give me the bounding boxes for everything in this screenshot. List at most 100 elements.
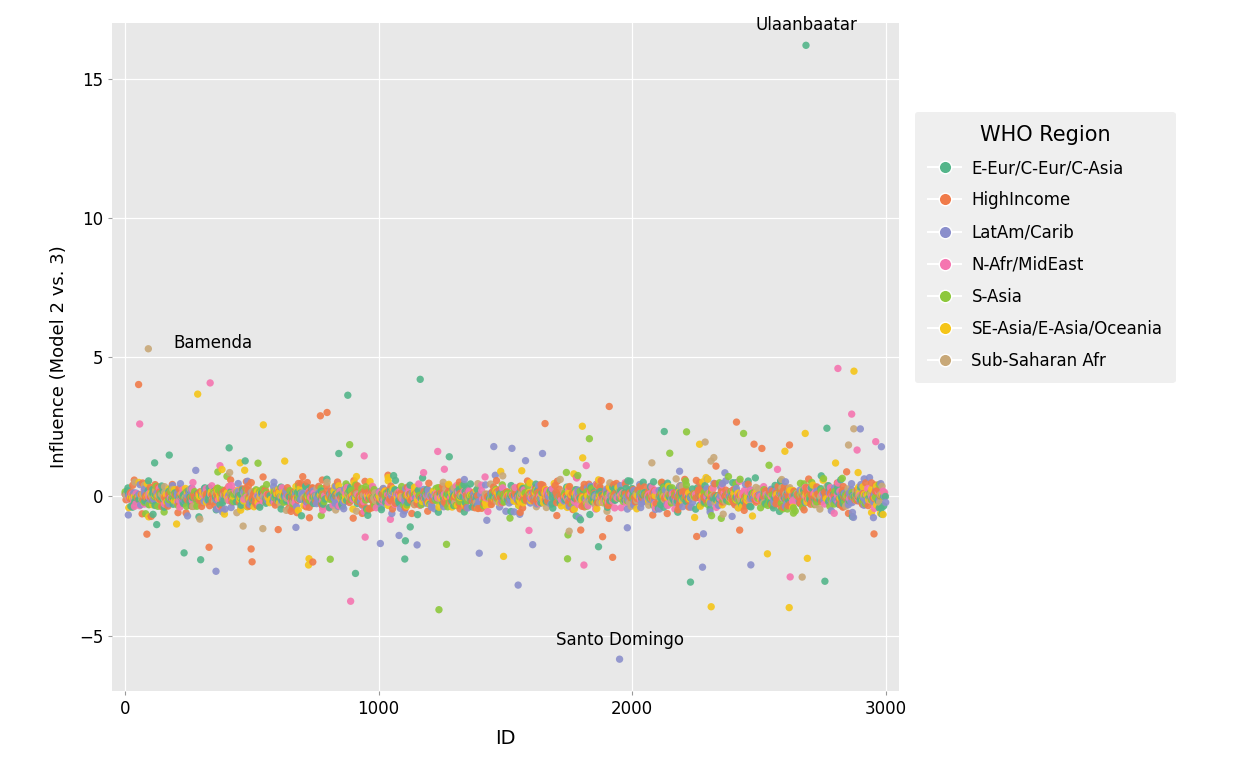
- Point: [479, 492, 499, 505]
- Point: [795, 427, 815, 439]
- Point: [321, 485, 341, 497]
- Point: [691, 491, 711, 503]
- Point: [679, 491, 699, 503]
- Point: [509, 490, 529, 502]
- Point: [510, 485, 530, 498]
- Point: [142, 488, 162, 500]
- Point: [484, 481, 504, 493]
- Point: [629, 488, 649, 501]
- Point: [595, 492, 615, 504]
- Point: [669, 483, 689, 495]
- Point: [807, 488, 827, 501]
- Point: [540, 485, 560, 497]
- Point: [619, 496, 639, 508]
- Point: [352, 488, 372, 501]
- Point: [342, 490, 362, 502]
- Point: [139, 511, 158, 523]
- Point: [694, 528, 714, 540]
- Point: [517, 492, 537, 504]
- Point: [347, 505, 367, 518]
- Point: [321, 494, 341, 506]
- Point: [407, 492, 427, 504]
- Point: [569, 492, 589, 504]
- Point: [674, 492, 694, 505]
- Point: [716, 475, 736, 487]
- Point: [599, 498, 619, 511]
- Point: [607, 491, 626, 503]
- Point: [134, 489, 154, 502]
- Point: [599, 481, 619, 493]
- Point: [824, 507, 844, 519]
- Point: [733, 489, 753, 502]
- Point: [623, 492, 643, 505]
- Point: [620, 486, 640, 498]
- Point: [665, 491, 685, 503]
- Point: [614, 490, 634, 502]
- Point: [227, 507, 247, 519]
- Point: [741, 488, 761, 500]
- Point: [610, 484, 630, 496]
- Point: [432, 491, 452, 503]
- Point: [658, 499, 678, 511]
- Point: [334, 489, 354, 502]
- Point: [726, 491, 746, 503]
- Point: [529, 488, 549, 500]
- Point: [626, 495, 646, 507]
- Point: [825, 493, 845, 505]
- Point: [311, 492, 331, 505]
- Point: [263, 493, 283, 505]
- Point: [458, 491, 478, 503]
- Point: [193, 487, 213, 499]
- Point: [433, 489, 453, 502]
- Point: [428, 506, 448, 518]
- Point: [288, 505, 308, 517]
- Point: [689, 484, 709, 496]
- Point: [492, 478, 512, 491]
- Point: [745, 493, 765, 505]
- Point: [764, 502, 784, 514]
- Point: [190, 488, 210, 501]
- Point: [378, 475, 398, 487]
- Point: [424, 502, 444, 515]
- Point: [736, 488, 756, 501]
- Point: [466, 492, 485, 504]
- Point: [257, 490, 277, 502]
- Point: [381, 513, 401, 525]
- Point: [671, 493, 691, 505]
- Point: [866, 435, 886, 448]
- Point: [538, 495, 558, 508]
- Point: [185, 491, 205, 503]
- Point: [723, 491, 743, 503]
- Point: [618, 475, 638, 487]
- Point: [610, 491, 630, 503]
- Point: [474, 494, 494, 506]
- Point: [144, 508, 163, 521]
- Point: [443, 489, 463, 502]
- Point: [155, 490, 175, 502]
- Point: [240, 494, 260, 506]
- Point: [735, 495, 755, 507]
- Point: [761, 491, 781, 503]
- Point: [598, 492, 618, 504]
- Point: [528, 484, 548, 496]
- Point: [658, 508, 678, 520]
- Point: [290, 488, 310, 500]
- Point: [694, 492, 714, 505]
- Point: [134, 492, 154, 505]
- Point: [242, 492, 262, 505]
- Point: [316, 493, 336, 505]
- Point: [237, 485, 257, 497]
- Point: [356, 531, 376, 543]
- Point: [620, 475, 640, 488]
- Point: [580, 486, 600, 498]
- Point: [429, 488, 449, 500]
- Point: [478, 492, 498, 504]
- Point: [661, 495, 681, 507]
- Point: [322, 491, 342, 503]
- Point: [265, 489, 285, 502]
- Point: [802, 491, 822, 503]
- Point: [520, 492, 540, 505]
- Point: [135, 489, 155, 502]
- Point: [509, 493, 529, 505]
- Point: [723, 488, 743, 501]
